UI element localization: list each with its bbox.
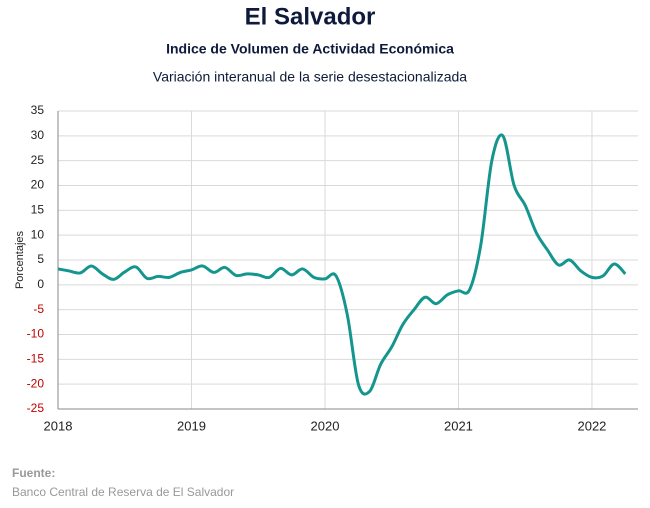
y-tick-label: -20: [27, 376, 45, 390]
y-tick-label: 30: [31, 128, 45, 142]
y-tick-label: 20: [31, 178, 45, 192]
y-tick-label: 0: [37, 277, 44, 291]
y-tick-label: -15: [27, 352, 45, 366]
y-tick-label: 35: [31, 103, 45, 117]
source-label: Fuente:: [12, 466, 55, 480]
y-tick-label: -25: [27, 401, 45, 415]
x-tick-label: 2018: [44, 418, 73, 433]
chart-title: El Salvador: [245, 3, 376, 30]
y-tick-label: -10: [27, 327, 45, 341]
y-tick-label: 15: [31, 203, 45, 217]
x-tick-label: 2020: [311, 418, 340, 433]
chart-subtitle: Indice de Volumen de Actividad Económica: [166, 41, 454, 57]
y-tick-label: 10: [31, 227, 45, 241]
source: Banco Central de Reserva de El Salvador: [12, 485, 234, 499]
x-tick-label: 2019: [177, 418, 206, 433]
line: [57, 133, 627, 396]
x-tick-label: 2021: [444, 418, 473, 433]
chart-description: Variación interanual de la serie desesta…: [153, 69, 467, 85]
y-tick-label: 5: [37, 252, 44, 266]
x-tick-label: 2022: [577, 418, 606, 433]
y-tick-label: 25: [31, 153, 45, 167]
y-tick-label: -5: [33, 302, 44, 316]
y-axis-label: Porcentajes: [14, 230, 26, 289]
